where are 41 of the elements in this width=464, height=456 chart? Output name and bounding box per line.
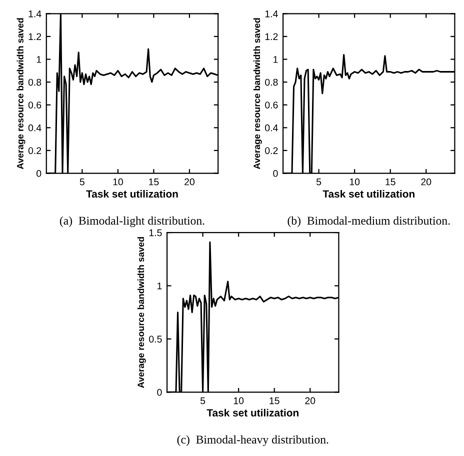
y-tick-label: 1.5 — [149, 229, 162, 236]
y-tick-label: 0.5 — [149, 336, 162, 343]
y-tick-label: 0 — [36, 170, 42, 177]
text: (b) Bimodal-medium distribution. — [288, 216, 450, 228]
y-tick-label: 0.6 — [265, 102, 278, 108]
y-tick-label: 0.8 — [265, 78, 278, 86]
x-tick-label: 10 — [234, 397, 244, 404]
y-tick-label: 1.4 — [265, 10, 278, 18]
x-tick-label: 15 — [386, 178, 396, 186]
x-axis-title: Task set utilization — [86, 190, 178, 198]
y-axis-title: Average resource bandwidth saved — [16, 18, 26, 170]
x-axis-title: Task set utilization — [206, 408, 298, 417]
y-tick-label: 0.6 — [28, 102, 42, 108]
y-tick-label: 0.4 — [28, 124, 42, 132]
y-axis-title: Average resource bandwidth saved — [137, 237, 146, 388]
x-tick-label: 5 — [316, 178, 322, 186]
x-tick-label: 15 — [149, 178, 159, 186]
x-tick-label: 5 — [80, 178, 84, 186]
x-tick-label: 20 — [421, 178, 432, 186]
y-axis-title: Average resource bandwidth saved — [253, 18, 262, 170]
y-tick-label: 1.4 — [28, 10, 42, 18]
y-tick-label: 0.8 — [28, 78, 42, 86]
x-tick-label: 15 — [270, 397, 280, 404]
y-tick-label: 1.2 — [28, 33, 42, 40]
y-tick-label: 0.4 — [265, 124, 278, 132]
y-tick-label: 0.2 — [265, 147, 278, 154]
y-tick-label: 1 — [158, 282, 162, 290]
y-tick-label: 0.2 — [28, 147, 42, 154]
text: (a) Bimodal-light distribution. — [60, 216, 204, 228]
x-axis-title: Task set utilization — [322, 190, 414, 198]
y-tick-label: 0 — [273, 170, 278, 177]
x-tick-label: 10 — [350, 178, 360, 186]
x-tick-label: 20 — [184, 178, 194, 186]
x-tick-label: 10 — [113, 178, 123, 186]
x-tick-label: 20 — [305, 397, 316, 404]
y-tick-label: 1 — [36, 56, 42, 63]
y-tick-label: 0 — [157, 388, 162, 396]
x-tick-label: 5 — [200, 397, 206, 404]
y-tick-label: 1 — [274, 56, 278, 63]
text: (c) Bimodal-heavy distribution. — [177, 435, 328, 446]
y-tick-label: 1.2 — [265, 33, 278, 40]
